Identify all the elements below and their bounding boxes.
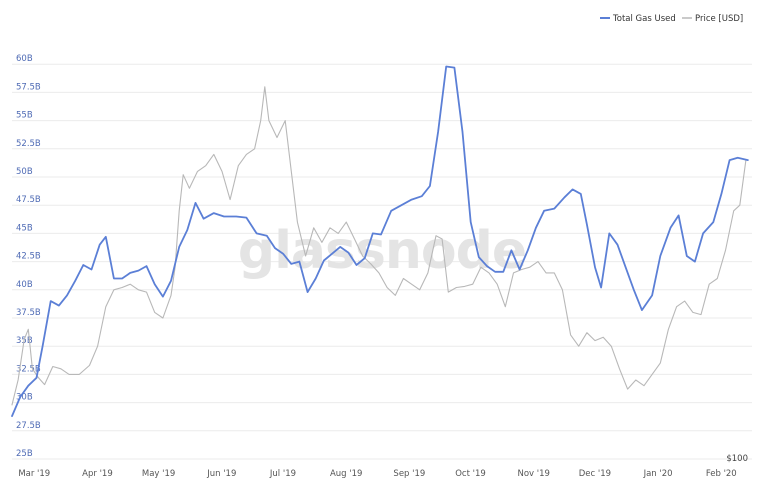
x-tick-label: Mar '19 — [18, 469, 50, 479]
x-tick-label: Dec '19 — [579, 469, 611, 479]
legend-label-total-gas-used[interactable]: Total Gas Used — [612, 14, 676, 24]
y-tick-label: 57.5B — [16, 82, 41, 92]
y-tick-label: 55B — [16, 111, 33, 121]
y-tick-label: 40B — [16, 280, 33, 290]
x-tick-label: Oct '19 — [455, 469, 486, 479]
x-tick-label: Jan '20 — [643, 469, 673, 479]
x-tick-label: Jul '19 — [269, 469, 296, 479]
legend-label-price[interactable]: Price [USD] — [695, 14, 743, 24]
y-tick-label: 60B — [16, 54, 33, 64]
x-tick-label: Apr '19 — [82, 469, 113, 479]
y-tick-label: 52.5B — [16, 139, 41, 149]
x-tick-label: Nov '19 — [517, 469, 549, 479]
price-axis-label: $100 — [726, 454, 748, 464]
y-tick-label: 32.5B — [16, 364, 41, 374]
y-tick-label: 45B — [16, 223, 33, 233]
y-tick-label: 47.5B — [16, 195, 41, 205]
x-tick-label: Feb '20 — [706, 469, 737, 479]
legend[interactable]: Total Gas Used Price [USD] — [600, 14, 743, 24]
x-axis-ticks: Mar '19 Apr '19 May '19 Jun '19 Jul '19 Aug '… — [18, 469, 736, 479]
y-tick-label: 50B — [16, 167, 33, 177]
series-line-price — [11, 86, 747, 406]
y-tick-label: 25B — [16, 449, 33, 459]
x-tick-label: Sep '19 — [393, 469, 425, 479]
series-lines — [11, 65, 749, 417]
x-tick-label: May '19 — [142, 469, 175, 479]
x-tick-label: Aug '19 — [330, 469, 362, 479]
y-tick-label: 27.5B — [16, 421, 41, 431]
series-line-total-gas-used — [11, 65, 749, 417]
y-tick-label: 37.5B — [16, 308, 41, 318]
x-tick-label: Jun '19 — [206, 469, 236, 479]
grid — [12, 63, 752, 460]
y-tick-label: 30B — [16, 393, 33, 403]
y-tick-label: 42.5B — [16, 252, 41, 262]
